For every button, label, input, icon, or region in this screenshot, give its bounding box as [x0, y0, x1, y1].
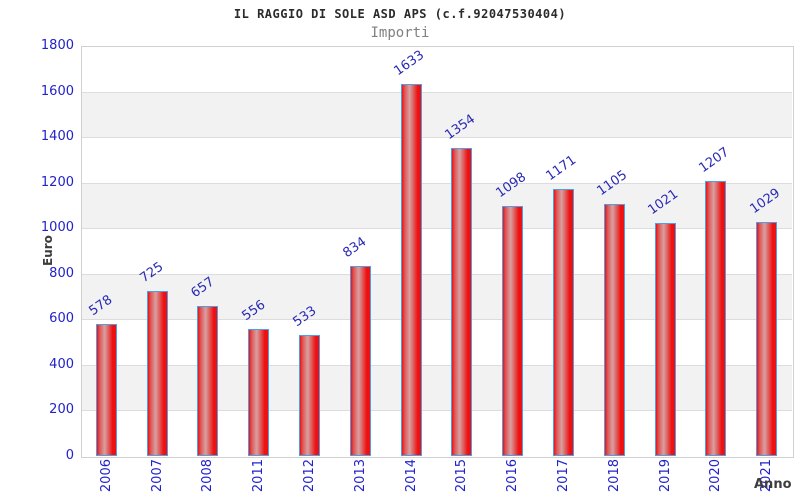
- x-tick-text: 2019: [657, 459, 673, 493]
- plot-area: 578 725 657 556 533 834 1633 1354 1098 1171 1105 10…: [81, 46, 792, 456]
- gridline: [81, 273, 792, 275]
- grid-band: [81, 182, 792, 229]
- chart-subtitle: Importi: [370, 25, 430, 41]
- x-tick-text: 2008: [200, 459, 216, 493]
- bar: [603, 204, 625, 456]
- bar: [146, 290, 168, 456]
- gridline: [81, 137, 792, 139]
- bar: [349, 266, 371, 456]
- gridline: [81, 410, 792, 412]
- x-tick-text: 2015: [454, 459, 470, 493]
- x-tick-label: 2013: [352, 459, 368, 500]
- y-tick-label: 200: [49, 402, 74, 418]
- y-tick-label: 400: [49, 356, 74, 372]
- x-tick-label: 2015: [454, 459, 470, 500]
- x-tick-label: 2008: [200, 459, 216, 500]
- x-tick-text: 2016: [505, 459, 521, 493]
- x-tick-label: 2016: [505, 459, 521, 500]
- x-tick-label: 2007: [149, 459, 165, 500]
- gridline: [81, 364, 792, 366]
- x-tick-text: 2018: [606, 459, 622, 493]
- bar: [248, 329, 270, 456]
- chart-title: IL RAGGIO DI SOLE ASD APS (c.f.920475304…: [233, 7, 567, 21]
- x-tick-text: 2014: [403, 459, 419, 493]
- x-tick-label: 2018: [606, 459, 622, 500]
- y-axis-title: Euro: [41, 235, 55, 266]
- gridline: [81, 182, 792, 184]
- x-tick-text: 2017: [555, 459, 571, 493]
- x-tick-label: 2014: [403, 459, 419, 500]
- y-tick-label: 1400: [40, 129, 74, 145]
- bar: [95, 324, 117, 456]
- x-tick-label: 2020: [708, 459, 724, 500]
- y-tick-label: 600: [49, 311, 74, 327]
- bar: [705, 181, 727, 456]
- gridline: [81, 319, 792, 321]
- y-tick-label: 1000: [40, 220, 74, 236]
- bar: [451, 147, 473, 456]
- grid-band: [81, 137, 792, 183]
- grid-band: [81, 319, 792, 365]
- grid-band: [81, 91, 792, 138]
- y-tick-label: 1600: [40, 83, 74, 99]
- y-tick-label: 800: [49, 265, 74, 281]
- bar: [654, 223, 676, 456]
- x-tick-text: 2011: [251, 459, 267, 493]
- bar: [400, 84, 422, 456]
- x-tick-label: 2006: [98, 459, 114, 500]
- x-tick-text: 2007: [149, 459, 165, 493]
- bar: [197, 306, 219, 456]
- gridline: [81, 91, 792, 93]
- bar: [552, 189, 574, 456]
- grid-band: [81, 228, 792, 274]
- grid-band: [81, 273, 792, 320]
- grid-band: [81, 46, 792, 92]
- y-tick-label: 0: [65, 448, 74, 463]
- x-tick-text: 2012: [302, 459, 318, 493]
- x-tick-text: 2006: [98, 459, 114, 493]
- grid-band: [81, 410, 792, 456]
- x-tick-label: 2019: [657, 459, 673, 500]
- bar: [299, 334, 321, 456]
- bar: [502, 205, 524, 456]
- y-tick-label: 1200: [40, 174, 74, 190]
- x-tick-label: 2011: [251, 459, 267, 500]
- x-tick-label: 2012: [302, 459, 318, 500]
- bar: [756, 221, 778, 456]
- x-axis-title: Anno: [754, 477, 792, 492]
- y-tick-label: 1800: [40, 38, 74, 53]
- gridline: [81, 228, 792, 230]
- x-tick-text: 2013: [352, 459, 368, 493]
- grid-band: [81, 364, 792, 411]
- x-tick-text: 2020: [708, 459, 724, 493]
- x-tick-label: 2017: [555, 459, 571, 500]
